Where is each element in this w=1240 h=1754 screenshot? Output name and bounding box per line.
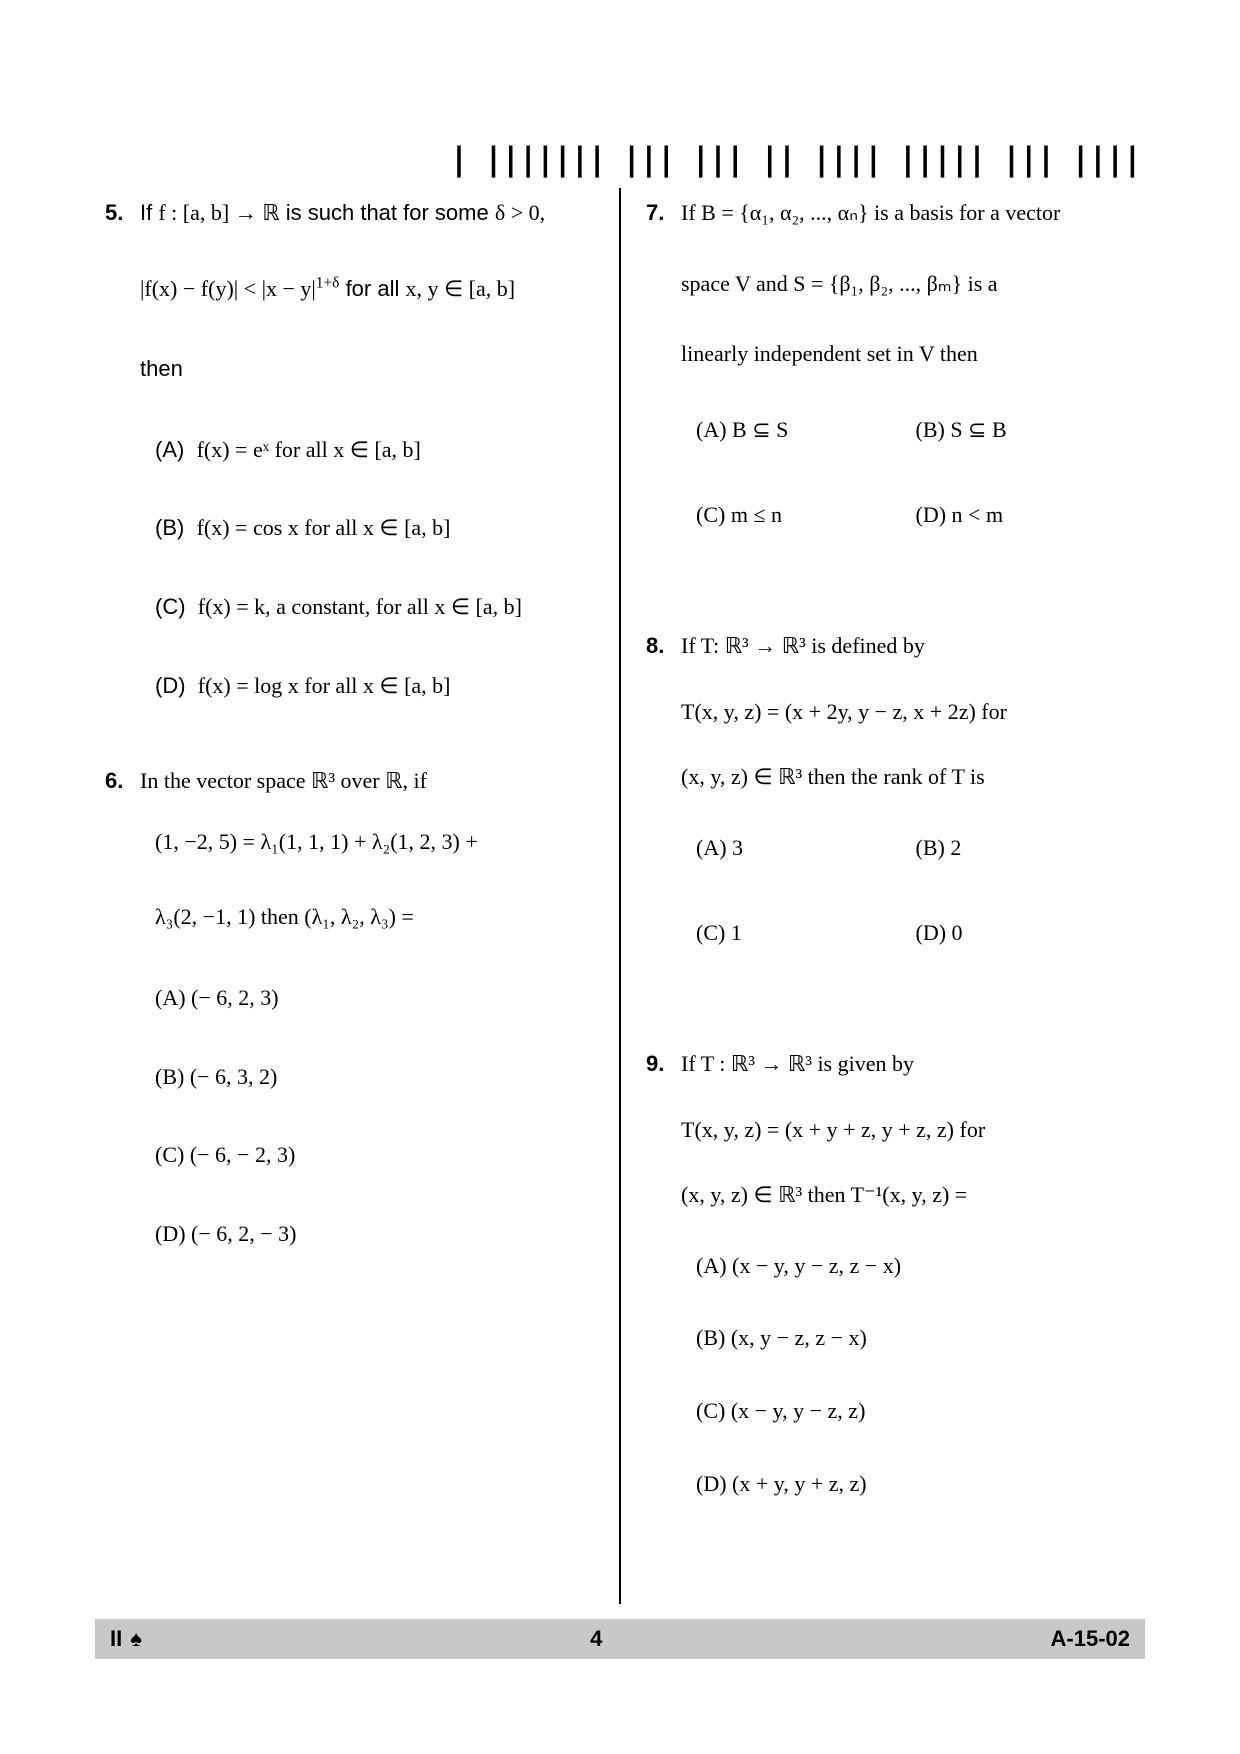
q5-option-b: (B) f(x) = cos x for all x ∈ [a, b]: [155, 503, 594, 554]
q5-d-label: (D): [155, 673, 186, 698]
q5-b-label: (B): [155, 515, 184, 540]
q5-option-a: (A) f(x) = eˣ for all x ∈ [a, b]: [155, 425, 594, 476]
spade-icon: ♠: [130, 1626, 142, 1652]
q5-l2-end: x, y ∈ [a, b]: [405, 276, 515, 301]
q7-number: 7.: [646, 188, 681, 239]
content-area: 5. If f : [a, b] → ℝ is such that for so…: [95, 188, 1145, 1604]
question-7: 7. If B = {α₁, α₂, ..., αₙ} is a basis f…: [646, 188, 1135, 576]
q5-l2-exp: 1+δ: [316, 274, 340, 291]
q6-line2: (1, −2, 5) = λ₁(1, 1, 1) + λ₂(1, 2, 3) +: [105, 817, 594, 868]
q5-c-math: f(x) = k, a constant, for all x ∈ [a, b]: [198, 594, 522, 619]
footer-left: II ♠: [110, 1626, 142, 1652]
q6-option-a: (A) (− 6, 2, 3): [155, 973, 594, 1024]
q8-number: 8.: [646, 621, 681, 672]
q8-line1: If T: ℝ³ → ℝ³ is defined by: [681, 621, 1135, 672]
q9-line1: If T : ℝ³ → ℝ³ is given by: [681, 1039, 1135, 1090]
barcode: | ||||||| ||| ||| || |||| ||||| ||| ||||: [449, 140, 1140, 178]
q9-option-d: (D) (x + y, y + z, z): [696, 1459, 1135, 1510]
question-9: 9. If T : ℝ³ → ℝ³ is given by T(x, y, z)…: [646, 1039, 1135, 1509]
q8-line2: T(x, y, z) = (x + 2y, y − z, x + 2z) for: [646, 687, 1135, 738]
q5-a-math: f(x) = eˣ for all x ∈ [a, b]: [197, 437, 421, 462]
q7-line1: If B = {α₁, α₂, ..., αₙ} is a basis for …: [681, 188, 1135, 239]
q7-option-a: (A) B ⊆ S: [696, 405, 916, 456]
q5-number: 5.: [105, 188, 140, 239]
question-5: 5. If f : [a, b] → ℝ is such that for so…: [105, 188, 594, 711]
q7-option-d: (D) n < m: [916, 490, 1136, 541]
q5-l1-end: δ > 0,: [495, 200, 545, 225]
q7-line2: space V and S = {β₁, β₂, ..., βₘ} is a: [646, 259, 1135, 310]
q7-option-c: (C) m ≤ n: [696, 490, 916, 541]
q6-line3: λ₃(2, −1, 1) then (λ₁, λ₂, λ₃) =: [105, 892, 594, 943]
q5-l1-math: f : [a, b] → ℝ: [158, 200, 279, 225]
q5-d-math: f(x) = log x for all x ∈ [a, b]: [198, 673, 451, 698]
right-column: 7. If B = {α₁, α₂, ..., αₙ} is a basis f…: [621, 188, 1145, 1604]
q9-number: 9.: [646, 1039, 681, 1090]
question-8: 8. If T: ℝ³ → ℝ³ is defined by T(x, y, z…: [646, 621, 1135, 994]
footer-code: A-15-02: [1051, 1626, 1130, 1652]
q6-option-d: (D) (− 6, 2, − 3): [155, 1209, 594, 1260]
q9-line3: (x, y, z) ∈ ℝ³ then T⁻¹(x, y, z) =: [646, 1170, 1135, 1221]
q5-line3: then: [105, 344, 594, 395]
q7-line3: linearly independent set in V then: [646, 329, 1135, 380]
q5-line2: |f(x) − f(y)| < |x − y|1+δ for all x, y …: [105, 264, 594, 315]
q8-option-a: (A) 3: [696, 823, 916, 874]
q5-l1-suffix: is such that for some: [286, 200, 495, 225]
q6-number: 6.: [105, 756, 140, 807]
q5-line1: If f : [a, b] → ℝ is such that for some …: [140, 188, 594, 239]
q5-option-c: (C) f(x) = k, a constant, for all x ∈ [a…: [155, 582, 594, 633]
q8-option-b: (B) 2: [916, 823, 1136, 874]
q5-l2-math: |f(x) − f(y)| < |x − y|: [140, 276, 316, 301]
page-footer: II ♠ 4 A-15-02: [95, 1619, 1145, 1659]
q5-l1-prefix: If: [140, 200, 158, 225]
footer-page-number: 4: [590, 1626, 602, 1652]
q5-c-label: (C): [155, 594, 186, 619]
q7-option-b: (B) S ⊆ B: [916, 405, 1136, 456]
q5-a-label: (A): [155, 437, 184, 462]
q5-b-math: f(x) = cos x for all x ∈ [a, b]: [197, 515, 451, 540]
left-column: 5. If f : [a, b] → ℝ is such that for so…: [95, 188, 619, 1604]
q5-option-d: (D) f(x) = log x for all x ∈ [a, b]: [155, 661, 594, 712]
q6-option-c: (C) (− 6, − 2, 3): [155, 1130, 594, 1181]
q9-option-a: (A) (x − y, y − z, z − x): [696, 1241, 1135, 1292]
q9-option-c: (C) (x − y, y − z, z): [696, 1386, 1135, 1437]
q8-option-c: (C) 1: [696, 908, 916, 959]
q9-line2: T(x, y, z) = (x + y + z, y + z, z) for: [646, 1105, 1135, 1156]
q8-line3: (x, y, z) ∈ ℝ³ then the rank of T is: [646, 752, 1135, 803]
q6-line1: In the vector space ℝ³ over ℝ, if: [140, 756, 594, 807]
q9-option-b: (B) (x, y − z, z − x): [696, 1313, 1135, 1364]
q6-option-b: (B) (− 6, 3, 2): [155, 1052, 594, 1103]
footer-section: II: [110, 1626, 122, 1652]
q5-l2-suffix: for all: [346, 276, 406, 301]
q8-option-d: (D) 0: [916, 908, 1136, 959]
question-6: 6. In the vector space ℝ³ over ℝ, if (1,…: [105, 756, 594, 1259]
